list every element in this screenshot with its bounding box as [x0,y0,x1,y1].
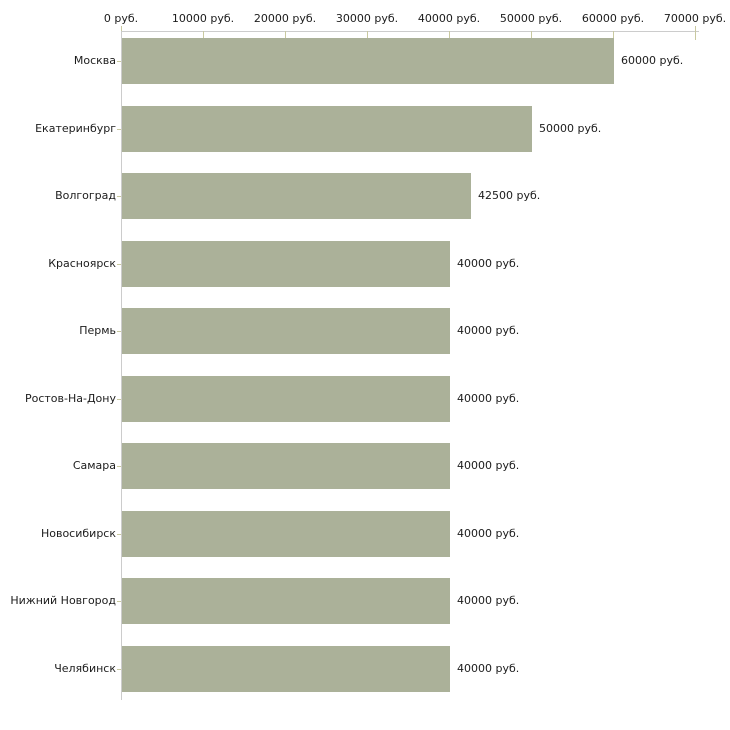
value-label: 42500 руб. [478,189,541,202]
x-tick [449,31,450,40]
y-tick [117,533,121,535]
bar [122,578,450,624]
x-tick [203,31,204,40]
bar [122,645,450,692]
bar [122,38,614,84]
y-tick [117,398,121,400]
value-label: 40000 руб. [457,526,520,540]
x-tick [367,31,368,40]
x-tick [285,31,286,40]
x-tick-label: 50000 руб. [499,12,563,25]
y-tick [117,263,121,265]
bar [122,240,450,287]
category-label: Челябинск [54,661,116,675]
x-tick-label: 30000 руб. [335,12,399,25]
category-label: Екатеринбург [35,121,116,135]
category-label: Красноярск [48,256,116,270]
value-label: 40000 руб. [457,661,520,675]
bar [122,375,450,422]
y-axis-line [121,31,122,700]
category-label: Пермь [79,324,116,337]
x-tick-label: 0 руб. [103,12,139,25]
y-tick [117,668,121,670]
x-axis-line [121,31,699,32]
x-tick-label: 60000 руб. [581,12,645,25]
x-tick [695,26,696,40]
bar [122,173,471,219]
value-label: 40000 руб. [457,256,520,270]
value-label: 40000 руб. [457,459,520,472]
x-tick [531,31,532,40]
y-tick [117,196,121,197]
category-label: Новосибирск [40,526,116,540]
x-tick-label: 20000 руб. [253,12,317,25]
x-tick-label: 40000 руб. [417,12,481,25]
x-tick-label: 10000 руб. [171,12,235,25]
bar [122,105,532,152]
value-label: 50000 руб. [539,121,602,135]
value-label: 40000 руб. [457,391,520,405]
y-tick [117,61,121,62]
x-tick [613,31,614,40]
x-tick-label: 70000 руб. [663,12,727,25]
value-label: 60000 руб. [621,54,684,67]
category-label: Ростов-На-Дону [24,391,116,405]
y-tick [117,331,121,332]
bar [122,443,450,489]
bar [122,510,450,557]
category-label: Волгоград [55,189,116,202]
value-label: 40000 руб. [457,324,520,337]
bar [122,308,450,354]
category-label: Москва [73,54,116,67]
y-tick [117,128,121,130]
y-tick [117,466,121,467]
value-label: 40000 руб. [457,594,520,607]
category-label: Самара [72,459,116,472]
category-label: Нижний Новгород [10,594,116,607]
y-tick [117,601,121,602]
